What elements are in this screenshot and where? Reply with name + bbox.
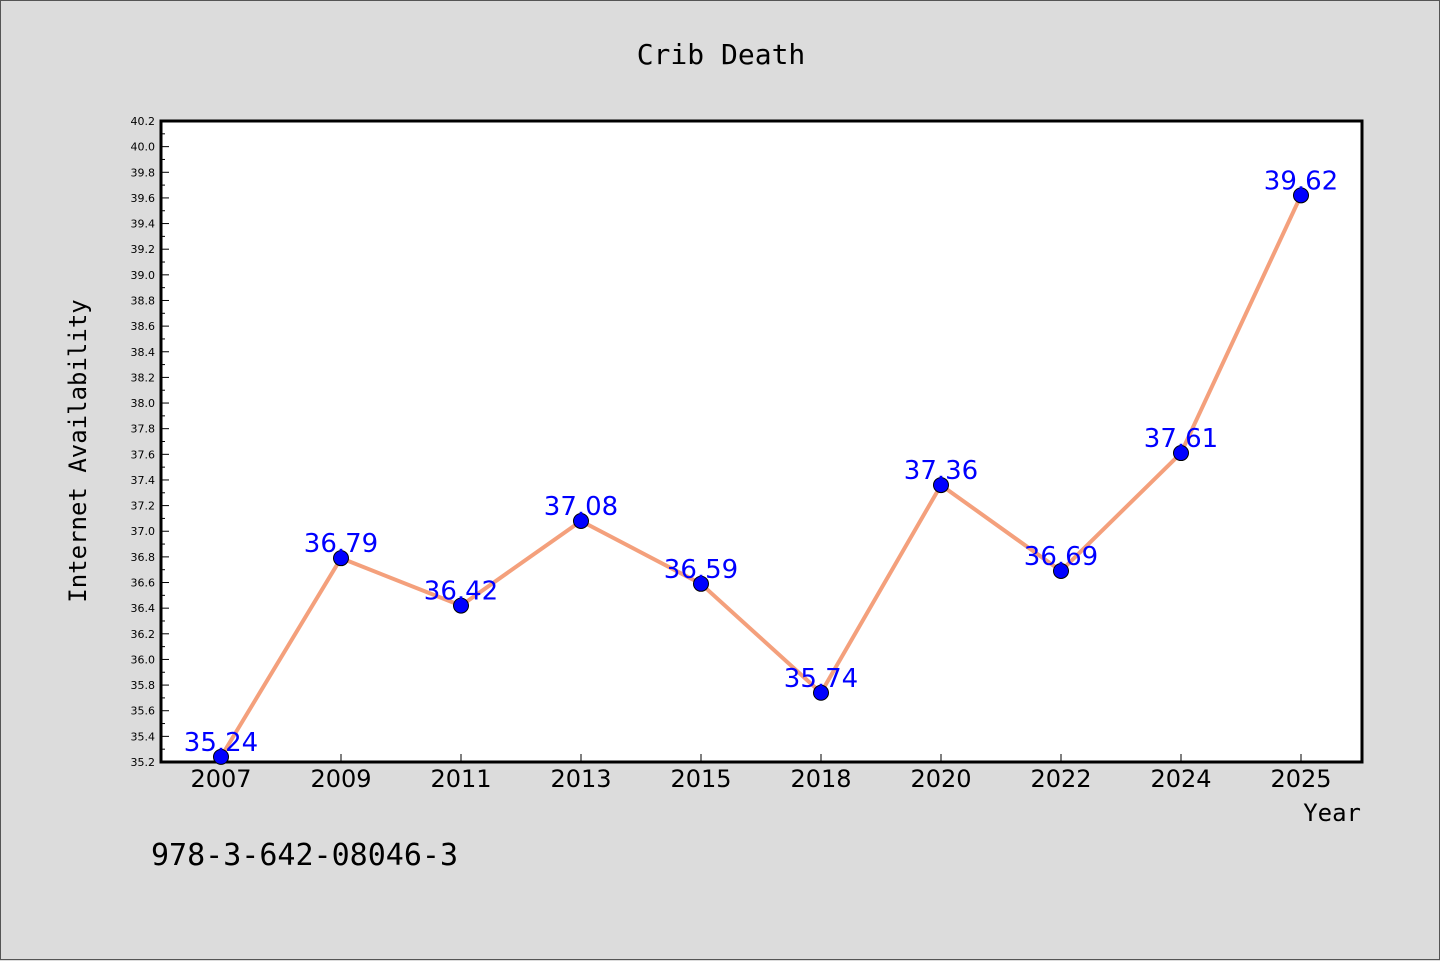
x-tick-label: 2018 [790,765,851,793]
series-line [219,194,1303,758]
chart-title: Crib Death [637,38,806,71]
marker-group [213,187,1309,765]
y-tick-label: 38.4 [131,346,156,359]
y-axis-label: Internet Availability [64,299,92,602]
y-tick-label: 36.4 [131,602,156,615]
x-tick-label: 2020 [910,765,971,793]
data-point-marker[interactable] [933,477,949,494]
y-tick-label: 37.0 [131,525,156,538]
y-tick-label: 39.8 [131,166,156,179]
data-point-marker[interactable] [453,597,469,614]
y-tick-label: 35.8 [131,679,156,692]
data-point-marker[interactable] [1053,562,1069,579]
y-tick-label: 36.2 [131,628,156,641]
x-tick-label: 2009 [310,765,371,793]
y-tick-label: 38.6 [131,320,156,333]
data-point-label: 36.42 [424,577,498,607]
x-tick-label: 2024 [1150,765,1211,793]
series-line-group [219,194,1303,758]
data-point-label: 35.24 [184,728,258,758]
data-point-marker[interactable] [213,748,229,765]
data-point-label: 36.79 [304,529,378,559]
y-tick-label: 38.0 [131,397,156,410]
x-tick-label: 2013 [550,765,611,793]
x-axis-label: Year [1303,799,1361,827]
y-tick-label: 39.6 [131,192,156,205]
y-tick-label: 36.0 [131,653,156,666]
data-point-marker[interactable] [813,684,829,701]
y-tick-label: 37.6 [131,448,156,461]
y-tick-label: 37.2 [131,500,156,513]
x-tick-label: 2015 [670,765,731,793]
y-tick-label: 36.8 [131,551,156,564]
data-point-marker[interactable] [693,575,709,592]
data-point-marker[interactable] [1173,445,1189,462]
data-point-label: 35.74 [784,664,858,694]
y-tick-label: 39.2 [131,243,156,256]
y-tick-label: 37.4 [131,474,156,487]
y-tick-label: 38.8 [131,294,156,307]
x-tick-label: 2022 [1030,765,1091,793]
data-point-label: 39.62 [1264,166,1338,196]
y-axis: 35.2 35.4 35.6 35.8 36.0 36.2 36.4 36.6 36.8 37.0… [131,115,169,769]
data-point-label: 36.59 [664,555,738,585]
y-tick-label: 40.2 [131,115,156,128]
data-point-label: 37.36 [904,456,978,486]
x-tick-label: 2007 [190,765,251,793]
y-tick-label: 37.8 [131,423,156,436]
y-tick-label: 35.4 [131,730,156,743]
y-tick-label: 40.0 [131,141,156,154]
y-tick-label: 36.6 [131,577,156,590]
y-tick-label: 39.4 [131,218,156,231]
x-tick-label: 2011 [430,765,491,793]
x-tick-label: 2025 [1270,765,1331,793]
y-tick-label: 38.2 [131,371,156,384]
data-point-marker[interactable] [333,550,349,567]
data-point-label: 37.08 [544,492,618,522]
data-point-label: 36.69 [1024,542,1098,572]
y-tick-label: 35.2 [131,756,156,769]
y-tick-label: 39.0 [131,269,156,282]
y-tick-label: 35.6 [131,705,156,718]
data-point-label: 37.61 [1144,424,1218,454]
data-point-marker[interactable] [573,512,589,529]
data-label-group: 35.24 36.79 36.42 37.08 36.59 35.74 37.36 36.69… [184,166,1338,758]
plot-area [159,119,1364,764]
x-axis: 2007 2009 2011 2013 2015 2018 2020 2022 2024 2025 [190,754,1332,793]
isbn-footnote: 978-3-642-08046-3 [151,838,458,873]
data-point-marker[interactable] [1293,187,1309,204]
